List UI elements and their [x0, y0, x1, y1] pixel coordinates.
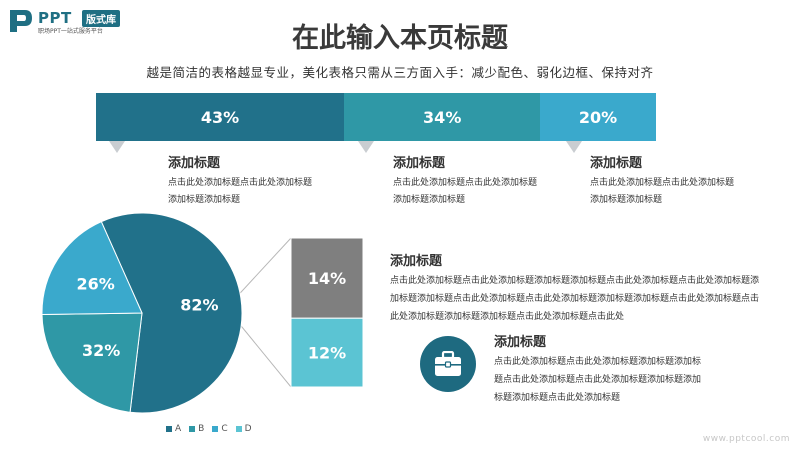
top-segment-3: 20%	[540, 93, 656, 141]
logo-mark-icon	[10, 10, 32, 32]
column-2-desc: 点击此处添加标题点击此处添加标题添加标题添加标题	[393, 178, 538, 205]
pie-slice-c	[41, 220, 143, 316]
page-subtitle: 越是简洁的表格越显专业，美化表格只需从三方面入手：减少配色、弱化边框、保持对齐	[146, 65, 654, 80]
pointer-2	[358, 141, 374, 153]
column-3-title: 添加标题	[590, 156, 643, 171]
top-segment-1: 43%	[96, 93, 345, 141]
stack-bar-segment-1	[290, 237, 364, 319]
briefcase-icon	[435, 351, 461, 376]
icon-block-title: 添加标题	[494, 335, 547, 350]
column-1-desc: 点击此处添加标题点击此处添加标题添加标题添加标题	[168, 178, 313, 205]
pointer-1	[109, 141, 125, 153]
stack-bar-label-2: 12%	[308, 344, 346, 363]
right-block-desc: 点击此处添加标题点击此处添加标题添加标题添加标题点击此处添加标题点击此处添加标题…	[390, 276, 760, 322]
pointer-3	[566, 141, 582, 153]
legend-item-c: C	[212, 424, 228, 434]
stack-bar-label-1: 14%	[308, 269, 346, 288]
column-1-title: 添加标题	[168, 156, 221, 171]
page-title: 在此输入本页标题	[292, 23, 508, 54]
legend-item-b: B	[189, 424, 204, 434]
legend-item-a: A	[166, 424, 181, 434]
stack-bar-segment-2	[290, 317, 364, 388]
pie-label-b: 32%	[82, 341, 120, 360]
legend-label-b: B	[198, 424, 205, 434]
briefcase-icon-circle	[420, 336, 476, 392]
pie-label-c: 26%	[77, 274, 115, 293]
icon-block-desc: 点击此处添加标题点击此处添加标题添加标题添加标题点击此处添加标题点击此处添加标题…	[494, 357, 702, 403]
legend-swatch-a	[166, 426, 172, 432]
pie-label-a: 82%	[180, 295, 218, 314]
legend-swatch-b	[189, 426, 196, 432]
top-percentage-bar: 43% 34% 20%	[96, 93, 656, 141]
chart-legend: A B C D	[166, 424, 252, 434]
legend-item-d: D	[235, 424, 252, 434]
legend-swatch-d	[235, 426, 242, 432]
pie-slice-b	[41, 312, 143, 413]
logo-brand: PPT	[38, 9, 72, 27]
logo-tagline: 职场PPT一站式服务平台	[38, 28, 103, 35]
top-segment-2: 34%	[344, 93, 541, 141]
watermark: www.pptcool.com	[702, 434, 790, 444]
logo-badge: 版式库	[82, 10, 120, 27]
legend-swatch-c	[212, 426, 219, 432]
legend-label-c: C	[221, 424, 228, 434]
legend-label-a: A	[175, 424, 182, 434]
column-2-title: 添加标题	[393, 156, 446, 171]
right-block-title: 添加标题	[390, 254, 443, 269]
logo: PPT 版式库 职场PPT一站式服务平台	[8, 6, 168, 36]
column-3-desc: 点击此处添加标题点击此处添加标题添加标题添加标题	[590, 178, 735, 205]
legend-label-d: D	[244, 424, 252, 434]
